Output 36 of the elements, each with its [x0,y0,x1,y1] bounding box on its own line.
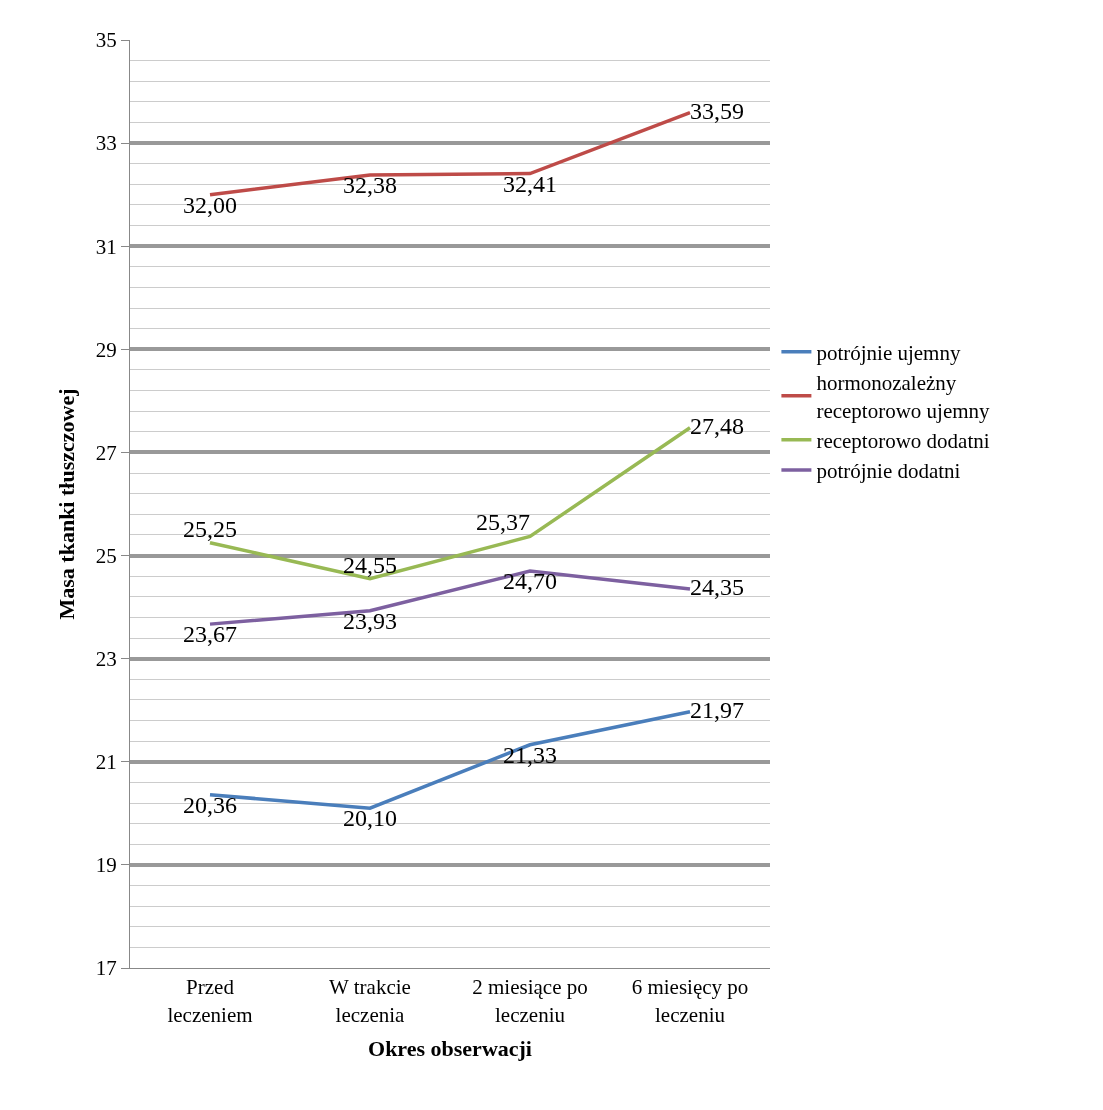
data-label: 32,41 [503,170,557,197]
y-tick-label: 27 [95,440,117,465]
data-label: 25,37 [476,509,530,536]
y-tick-label: 35 [95,28,117,53]
data-label: 20,10 [343,805,397,832]
x-axis-title: Okres obserwacji [368,1036,532,1062]
x-tick-label: Przed leczeniem [167,975,253,1027]
data-label: 24,70 [503,568,557,595]
y-tick-label: 23 [95,647,117,672]
x-tick-label: 6 miesięcy po leczeniu [631,975,749,1027]
y-tick-label: 17 [95,956,117,981]
legend-label: potrójnie ujemny [816,341,961,366]
data-label: 32,00 [183,191,237,218]
data-label: 27,48 [690,412,744,439]
data-label: 23,93 [343,607,397,634]
data-label: 24,55 [343,551,397,578]
y-tick-label: 19 [95,853,117,878]
y-tick-label: 21 [95,750,117,775]
y-tick-label: 25 [95,543,117,568]
x-tick-label: 2 miesiące po leczeniu [472,975,588,1027]
y-tick-label: 29 [95,337,117,362]
data-label: 24,35 [690,574,744,601]
y-axis-title: Masa tkanki tłuszczowej [53,388,79,620]
x-tick-label: W trakcie leczenia [329,975,411,1027]
legend-label: potrójnie dodatni [816,459,961,484]
y-tick-label: 33 [95,131,117,156]
data-label: 21,33 [503,741,557,768]
data-label: 23,67 [183,621,237,648]
data-label: 25,25 [183,515,237,542]
data-label: 21,97 [690,696,744,723]
legend-label: receptorowo dodatni [816,428,990,453]
y-tick-label: 31 [95,234,117,259]
data-label: 33,59 [690,97,744,124]
data-label: 20,36 [183,791,237,818]
line-series [208,110,692,197]
data-label: 32,38 [343,172,397,199]
